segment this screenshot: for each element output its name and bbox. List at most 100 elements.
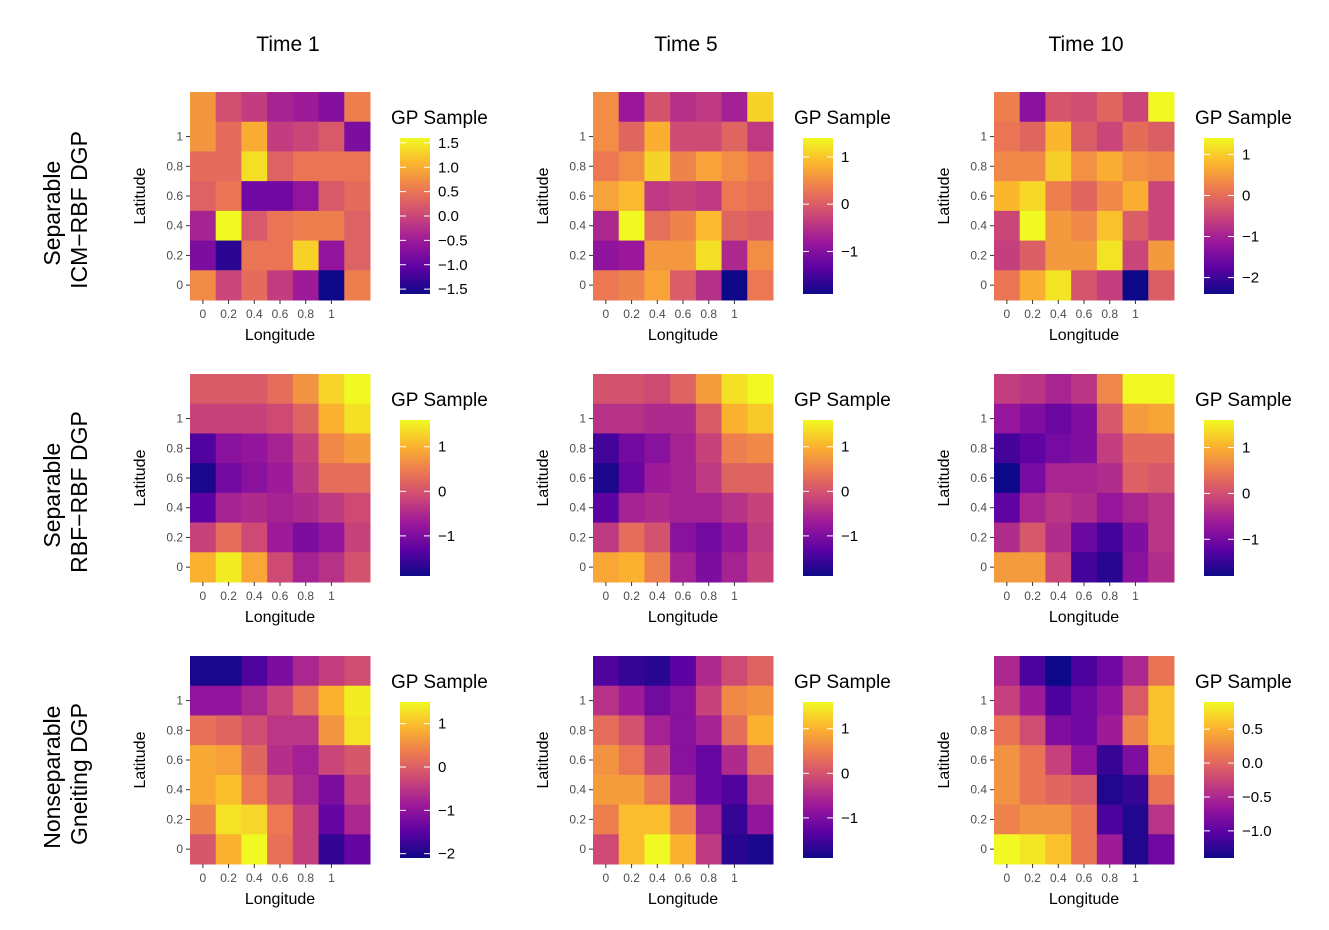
heatmap-cell xyxy=(292,492,320,524)
heatmap-cell xyxy=(670,240,697,271)
heatmap-cell xyxy=(318,804,345,835)
heatmap-cell xyxy=(618,240,645,271)
heatmap-cell xyxy=(215,656,242,687)
legend-tick-label: 1.0 xyxy=(438,159,459,176)
heatmap-cell xyxy=(695,804,723,835)
x-tick-label: 0.8 xyxy=(297,871,314,885)
legend-tick-label: −1.0 xyxy=(1242,823,1272,840)
column-title-1: Time 1 xyxy=(256,33,319,56)
x-tick-label: 0.6 xyxy=(1076,307,1093,321)
heatmap-cell xyxy=(1071,374,1098,405)
y-axis-label: Latitude xyxy=(535,731,552,788)
heatmap-cell xyxy=(1096,834,1124,865)
heatmap-cell xyxy=(644,522,671,553)
heatmap-cell xyxy=(344,240,371,271)
x-tick-label: 0.8 xyxy=(700,589,717,603)
heatmap-cell xyxy=(747,804,774,835)
heatmap-cell xyxy=(1148,804,1175,835)
row-titles: Separable ICM−RBF DGP Separable RBF−RBF … xyxy=(39,131,92,849)
heatmap-cell xyxy=(1148,151,1175,182)
heatmap-cell xyxy=(1122,181,1149,212)
heatmap-cell xyxy=(618,92,645,123)
y-tick-label: 0 xyxy=(176,842,183,856)
legend-colorbar xyxy=(803,702,833,858)
heatmap-cell xyxy=(190,210,217,242)
x-tick-label: 0.4 xyxy=(246,589,263,603)
heatmap-cell xyxy=(1019,715,1046,746)
heatmap-cell xyxy=(292,121,320,152)
heatmap-cell xyxy=(1122,433,1149,464)
heatmap-cell xyxy=(593,745,620,776)
y-tick-label: 1 xyxy=(176,694,183,708)
heatmap-cell xyxy=(241,151,268,182)
heatmap-cell xyxy=(670,463,697,494)
x-axis-label: Longitude xyxy=(245,891,315,908)
heatmap-cell xyxy=(190,463,217,494)
legend-tick-label: −1 xyxy=(1242,531,1259,548)
legend-tick-label: −2 xyxy=(438,846,455,863)
heatmap-cell xyxy=(1045,745,1072,776)
heatmap-cell xyxy=(618,685,645,716)
heatmap-cell xyxy=(721,181,748,212)
y-axis-label: Latitude xyxy=(936,449,953,506)
row-title-3: Nonseparable Gneiting DGP xyxy=(39,699,92,849)
heatmap-cell xyxy=(267,774,294,806)
heatmap-cell xyxy=(721,403,748,434)
heatmap-cell xyxy=(344,270,371,301)
heatmap-cell xyxy=(747,492,774,524)
y-tick-label: 0.4 xyxy=(166,501,183,515)
heatmap-cell xyxy=(267,522,294,553)
x-tick-label: 0 xyxy=(1004,307,1011,321)
heatmap-cell xyxy=(721,492,748,524)
heatmap-cell xyxy=(593,270,620,301)
x-tick-label: 0 xyxy=(603,307,610,321)
heatmap-cell xyxy=(618,463,645,494)
heatmap-cell xyxy=(747,121,774,152)
heatmap-cell xyxy=(318,240,345,271)
heatmap-cell xyxy=(994,745,1021,776)
heatmap-cell xyxy=(721,745,748,776)
heatmap-cell xyxy=(1019,656,1046,687)
heatmap-cell xyxy=(241,433,268,464)
heatmap-cell xyxy=(593,463,620,494)
heatmap-cell xyxy=(267,181,294,212)
heatmap-cell xyxy=(670,433,697,464)
heatmap-cell xyxy=(190,774,217,806)
heatmap-cell xyxy=(994,685,1021,716)
heatmap-cell xyxy=(670,552,697,583)
heatmap-panel-r2-c1: 0 0.2 0.4 0.6 0.8 1 0 0.2 0.4 0.6 0.8 1 Longitude Lat… xyxy=(132,374,488,626)
heatmap-cell xyxy=(318,151,345,182)
heatmap-cell xyxy=(618,522,645,553)
x-tick-label: 0.2 xyxy=(220,589,237,603)
heatmap-cell xyxy=(618,210,645,242)
x-tick-label: 0.4 xyxy=(1050,589,1067,603)
heatmap-cell xyxy=(267,715,294,746)
heatmap-cell xyxy=(721,151,748,182)
heatmap-cell xyxy=(721,270,748,301)
heatmap-cell xyxy=(1122,492,1149,524)
x-tick-label: 0.8 xyxy=(1101,589,1118,603)
heatmap-cell xyxy=(593,210,620,242)
heatmap-cell xyxy=(1071,433,1098,464)
heatmap-cell xyxy=(670,656,697,687)
heatmap-cell xyxy=(1096,374,1124,405)
heatmap-cell xyxy=(318,552,345,583)
legend-tick-label: −1 xyxy=(841,243,858,260)
heatmap-cell xyxy=(695,210,723,242)
x-axis-label: Longitude xyxy=(245,327,315,344)
x-axis-label: Longitude xyxy=(245,609,315,626)
heatmap-cell xyxy=(593,492,620,524)
heatmap-cell xyxy=(1071,522,1098,553)
heatmap-cell xyxy=(593,715,620,746)
heatmap-cell xyxy=(1122,463,1149,494)
y-tick-label: 0.8 xyxy=(569,723,586,737)
legend-tick-label: −1 xyxy=(841,810,858,827)
heatmap-cell xyxy=(344,685,371,716)
legend-title: GP Sample xyxy=(391,108,488,129)
legend-tick-label: 0.5 xyxy=(1242,721,1263,738)
heatmap-cell xyxy=(292,210,320,242)
heatmap-cell xyxy=(1096,804,1124,835)
heatmap-cell xyxy=(241,463,268,494)
heatmap-cell xyxy=(215,685,242,716)
y-tick-label: 0.8 xyxy=(166,441,183,455)
